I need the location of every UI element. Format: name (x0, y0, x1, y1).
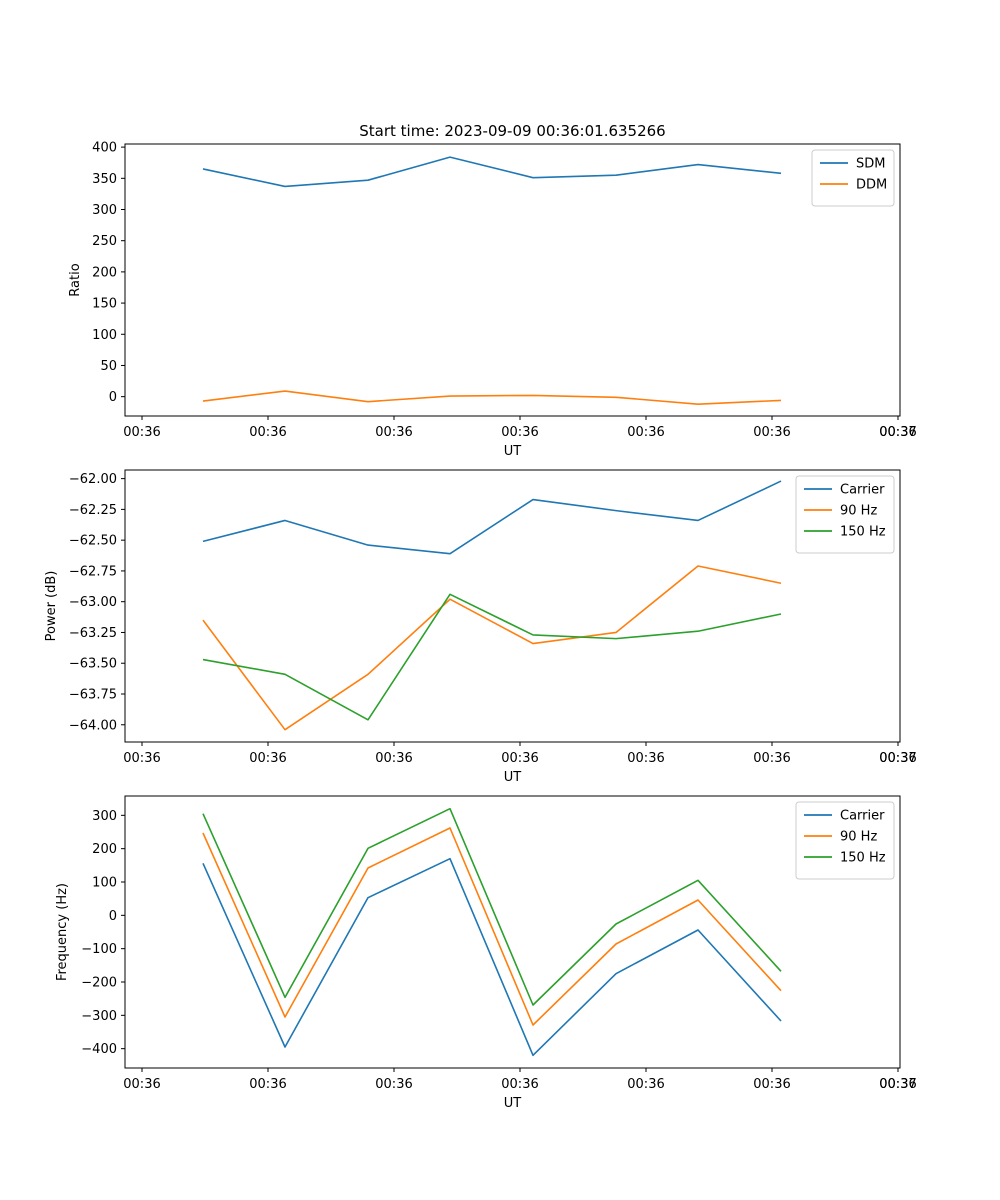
y-tick-label: −63.50 (69, 657, 117, 672)
x-tick-label: 00:36 (249, 425, 286, 440)
x-tick-label: 00:36 (879, 425, 916, 440)
legend-entry: Carrier (840, 809, 885, 824)
legend-box (795, 475, 895, 554)
x-tick-label: 00:36 (501, 751, 538, 766)
x-tick-label: 00:37 (879, 425, 916, 440)
legend-entry: Carrier (840, 483, 885, 498)
chart-panel-1: 00:36 00:36 00:36 00:36 00:36 00:36 00:3600:37… (68, 141, 917, 459)
x-tick-label: 00:37 (879, 751, 916, 766)
x-tick-label: 00:36 (375, 751, 412, 766)
y-tick-label: 0 (109, 909, 117, 924)
legend-entry: 90 Hz (840, 830, 877, 845)
y-tick-label: 100 (92, 328, 117, 343)
series-line-90-hz (202, 827, 782, 1026)
x-tick-label: 00:36 (375, 425, 412, 440)
y-tick-label: 0 (109, 390, 117, 405)
axes-frame (124, 143, 901, 417)
series-line-sdm (202, 156, 782, 188)
y-tick-label: −300 (81, 1009, 117, 1024)
legend: Carrier 90 Hz 150 Hz (795, 801, 895, 880)
y-tick-label: −63.00 (69, 595, 117, 610)
legend-entry: 150 Hz (840, 525, 886, 540)
x-tick-label: 00:37 (879, 1077, 916, 1092)
y-tick-label: −64.00 (69, 718, 117, 733)
y-tick-label: 200 (92, 265, 117, 280)
x-tick-label: 00:36 (879, 1077, 916, 1092)
y-axis-label: Ratio (68, 263, 83, 296)
legend-box (811, 149, 895, 207)
x-tick-label: 00:36 (627, 1077, 664, 1092)
legend-entry: 90 Hz (840, 504, 877, 519)
x-tick-label: 00:36 (249, 1077, 286, 1092)
x-tick-label: 00:36 (753, 751, 790, 766)
y-tick-label: −62.50 (69, 534, 117, 549)
x-axis-label: UT (504, 770, 522, 785)
y-tick-label: 50 (100, 359, 117, 374)
y-tick-label: 250 (92, 234, 117, 249)
x-tick-label: 00:36 (753, 1077, 790, 1092)
y-axis-label: Power (dB) (44, 571, 59, 642)
series-line-ddm (202, 390, 782, 405)
y-tick-label: 200 (92, 842, 117, 857)
x-axis-label: UT (504, 1096, 522, 1111)
figure-title: Start time: 2023-09-09 00:36:01.635266 (359, 122, 665, 140)
y-tick-label: −63.25 (69, 626, 117, 641)
y-tick-label: −400 (81, 1042, 117, 1057)
series-line-150-hz (202, 593, 782, 721)
x-tick-label: 00:36 (501, 1077, 538, 1092)
y-tick-label: 300 (92, 809, 117, 824)
series-line-90-hz (202, 565, 782, 731)
series-line-150-hz (202, 807, 782, 1006)
x-axis-label: UT (504, 444, 522, 459)
chart-panel-3: 00:36 00:36 00:36 00:36 00:36 00:36 00:3600:37… (55, 795, 917, 1111)
y-tick-label: −63.75 (69, 688, 117, 703)
y-tick-label: −100 (81, 942, 117, 957)
y-axis-label: Frequency (Hz) (55, 883, 70, 981)
y-tick-label: 400 (92, 141, 117, 156)
y-tick-label: −62.00 (69, 472, 117, 487)
y-tick-label: −62.75 (69, 564, 117, 579)
legend-entry: SDM (856, 157, 885, 172)
axes-frame (124, 795, 901, 1069)
x-tick-label: 00:36 (123, 425, 160, 440)
x-tick-label: 00:36 (627, 425, 664, 440)
x-tick-label: 00:36 (627, 751, 664, 766)
legend-entry: 150 Hz (840, 851, 886, 866)
series-line-carrier (202, 857, 782, 1057)
y-tick-label: 350 (92, 172, 117, 187)
y-tick-label: −62.25 (69, 503, 117, 518)
y-tick-label: −200 (81, 976, 117, 991)
x-tick-label: 00:36 (879, 751, 916, 766)
legend-box (795, 801, 895, 880)
legend: Carrier 90 Hz 150 Hz (795, 475, 895, 554)
series-line-carrier (202, 480, 782, 555)
chart-panel-2: 00:36 00:36 00:36 00:36 00:36 00:36 00:3600:37… (44, 469, 917, 785)
x-tick-label: 00:36 (123, 1077, 160, 1092)
x-tick-label: 00:36 (249, 751, 286, 766)
x-tick-label: 00:36 (753, 425, 790, 440)
y-tick-label: 300 (92, 203, 117, 218)
y-tick-label: 150 (92, 297, 117, 312)
x-tick-label: 00:36 (375, 1077, 412, 1092)
x-tick-label: 00:36 (123, 751, 160, 766)
legend: SDM DDM (811, 149, 895, 207)
legend-entry: DDM (856, 178, 887, 193)
axes-frame (124, 469, 901, 743)
y-tick-label: 100 (92, 876, 117, 891)
x-tick-label: 00:36 (501, 425, 538, 440)
